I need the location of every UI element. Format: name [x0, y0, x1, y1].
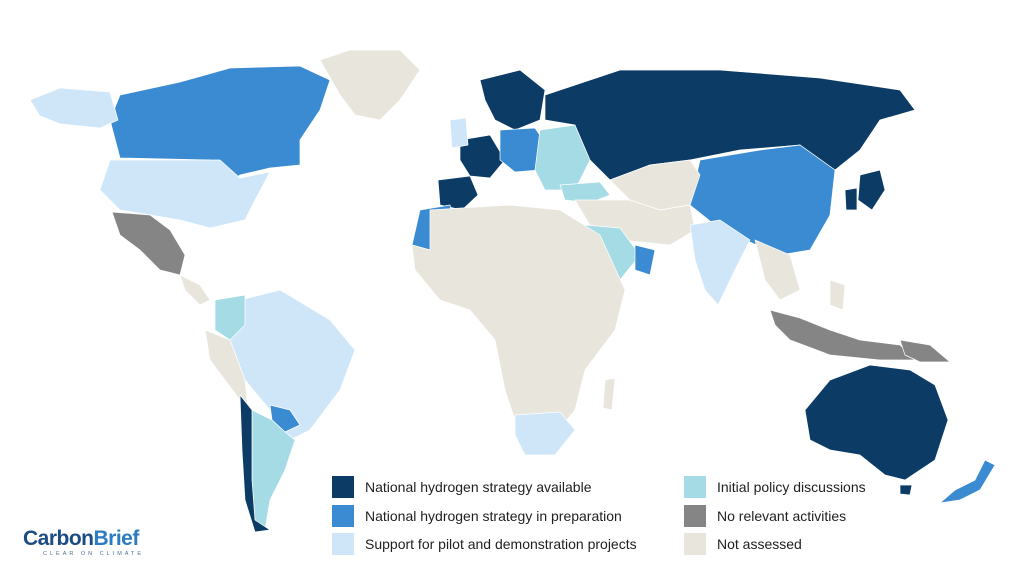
carbonbrief-logo: CarbonBrief CLEAR ON CLIMATE [23, 528, 163, 568]
alaska-region [29, 87, 119, 129]
brand-name: CarbonBrief [23, 528, 163, 550]
colombia-region [214, 294, 246, 341]
legend-item-not-assessed: Not assessed [684, 533, 802, 555]
turkey-region [559, 181, 611, 204]
australia-region [804, 364, 949, 481]
legend-label: National hydrogen strategy available [365, 479, 592, 495]
south-africa-region [514, 411, 576, 456]
legend-item-strategy-in-preparation: National hydrogen strategy in preparatio… [332, 505, 622, 527]
oman-region [634, 244, 656, 276]
legend-swatch [332, 533, 354, 555]
central-america-region [179, 274, 211, 306]
papua-region [899, 339, 951, 363]
greenland-region [319, 49, 421, 121]
scandinavia-region [479, 69, 546, 131]
paraguay-region [269, 404, 301, 433]
legend-label: Support for pilot and demonstration proj… [365, 536, 637, 552]
japan-region [857, 169, 886, 211]
canada-region [109, 65, 331, 186]
legend-label: Not assessed [717, 536, 802, 552]
madagascar-region [602, 377, 616, 411]
chile-region [239, 394, 271, 533]
legend-item-initial-policy: Initial policy discussions [684, 476, 866, 498]
tasmania-region [899, 484, 913, 496]
india-region [689, 219, 751, 306]
new-zealand-region [939, 459, 996, 504]
indonesia-region [769, 309, 916, 361]
western-europe-region [459, 134, 506, 179]
legend-swatch [332, 476, 354, 498]
legend-label: Initial policy discussions [717, 479, 866, 495]
iberia-region [437, 175, 479, 211]
uk-region [449, 117, 469, 149]
legend-swatch [332, 505, 354, 527]
mexico-region [111, 211, 186, 276]
legend-label: National hydrogen strategy in preparatio… [365, 508, 622, 524]
philippines-region [829, 279, 846, 311]
legend-item-no-relevant: No relevant activities [684, 505, 846, 527]
legend-item-strategy-available: National hydrogen strategy available [332, 476, 591, 498]
legend-swatch [684, 533, 706, 555]
legend-item-support-pilot: Support for pilot and demonstration proj… [332, 533, 637, 555]
africa-region [411, 204, 626, 441]
brand-tagline: CLEAR ON CLIMATE [43, 551, 145, 557]
map-legend: National hydrogen strategy available Nat… [332, 476, 892, 566]
korea-region [844, 187, 858, 211]
brand-name-part2: Brief [93, 527, 140, 550]
southeast-asia-region [754, 239, 801, 301]
legend-swatch [684, 505, 706, 527]
legend-label: No relevant activities [717, 508, 847, 524]
usa-region [99, 159, 271, 229]
brand-name-part1: Carbon [23, 527, 94, 550]
legend-swatch [684, 476, 706, 498]
